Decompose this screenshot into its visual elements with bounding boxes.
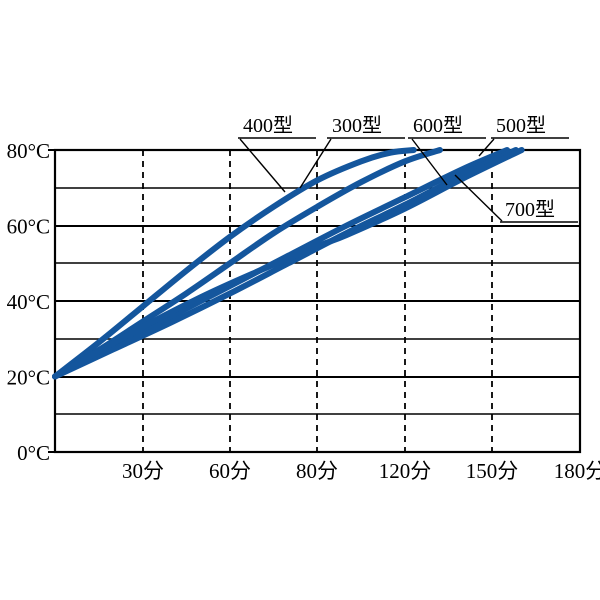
series-label-600型: 600型 bbox=[413, 114, 463, 137]
x-axis-tick-labels: 30分 60分 80分 120分 150分 180分 bbox=[122, 459, 600, 483]
series-callout-labels: 400型 300型 600型 500型 700型 bbox=[243, 114, 555, 221]
callout-leader-300型 bbox=[299, 138, 332, 189]
series-line-500型 bbox=[52, 147, 519, 380]
y-tick-label-80: 80°C bbox=[7, 139, 50, 163]
y-tick-label-0: 0°C bbox=[17, 441, 50, 465]
x-tick-label-30: 30分 bbox=[122, 459, 164, 483]
x-tick-label-120: 120分 bbox=[379, 459, 432, 483]
y-tick-label-20: 20°C bbox=[7, 366, 50, 390]
callout-leader-700型 bbox=[454, 174, 503, 222]
y-axis-ticks bbox=[48, 149, 55, 453]
x-tick-label-60: 60分 bbox=[209, 459, 251, 483]
y-tick-label-60: 60°C bbox=[7, 215, 50, 239]
series-line-700型 bbox=[52, 147, 525, 380]
plot-frame bbox=[53, 148, 582, 454]
series-label-500型: 500型 bbox=[496, 114, 546, 137]
callout-leader-lines bbox=[238, 137, 578, 223]
y-axis-tick-labels: 0°C 20°C 40°C 60°C 80°C bbox=[7, 139, 50, 465]
x-tick-label-150: 150分 bbox=[466, 459, 519, 483]
series-label-400型: 400型 bbox=[243, 114, 293, 137]
data-series-group bbox=[52, 147, 525, 380]
callout-leader-600型 bbox=[411, 138, 448, 186]
series-label-700型: 700型 bbox=[505, 198, 555, 221]
x-tick-label-180: 180分 bbox=[554, 459, 600, 483]
callout-leader-400型 bbox=[239, 138, 286, 193]
callout-leader-500型 bbox=[478, 138, 495, 157]
series-line-400型 bbox=[52, 147, 417, 380]
series-label-300型: 300型 bbox=[332, 114, 382, 137]
x-tick-label-80: 80分 bbox=[296, 459, 338, 483]
y-tick-label-40: 40°C bbox=[7, 290, 50, 314]
